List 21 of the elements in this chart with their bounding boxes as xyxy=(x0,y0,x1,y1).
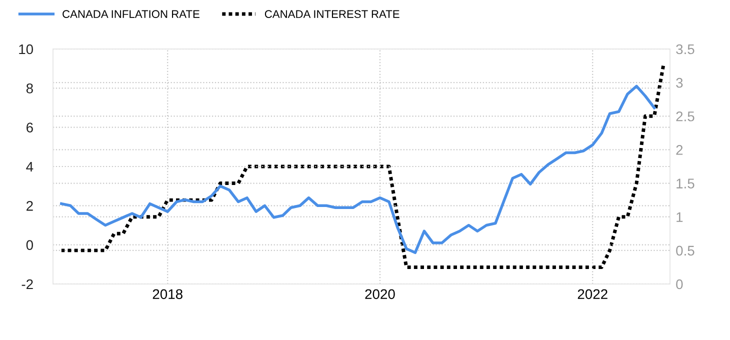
y2-tick-label: 0 xyxy=(676,279,683,290)
y-tick-label: 4 xyxy=(26,162,34,172)
y-tick-label: 10 xyxy=(19,44,34,54)
y-tick-label: 0 xyxy=(26,240,34,250)
legend-label: CANADA INFLATION RATE xyxy=(62,10,200,18)
legend-label: CANADA INTEREST RATE xyxy=(264,10,400,18)
y2-tick-label: 1.5 xyxy=(676,178,694,188)
line-series xyxy=(60,84,656,254)
y2-tick-label: 2.5 xyxy=(676,111,694,122)
y-tick-label: 8 xyxy=(26,84,33,94)
x-tick-label: 2020 xyxy=(365,289,395,300)
y2-tick-label: 3 xyxy=(676,78,683,88)
y-tick-label: 6 xyxy=(26,122,33,133)
y2-tick-label: 0.5 xyxy=(676,246,694,256)
y-tick-label: -2 xyxy=(22,279,33,290)
y-tick-label: 2 xyxy=(26,201,33,211)
y2-tick-label: 3.5 xyxy=(676,44,694,54)
x-tick-label: 2022 xyxy=(578,289,608,300)
y2-tick-label: 2 xyxy=(676,145,683,155)
y2-tick-label: 1 xyxy=(676,212,683,222)
x-tick-label: 2018 xyxy=(152,289,182,300)
